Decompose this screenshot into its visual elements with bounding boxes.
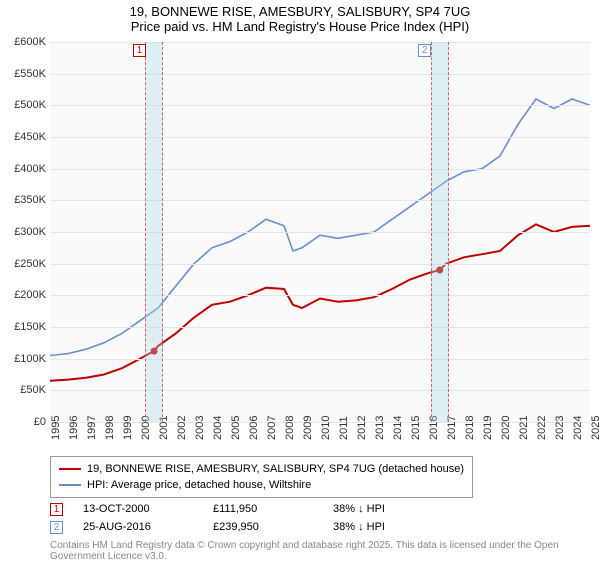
chart-subtitle: Price paid vs. HM Land Registry's House …: [0, 19, 600, 34]
y-gridline: [50, 42, 590, 43]
event-row: 2 25-AUG-2016 £239,950 38% ↓ HPI: [50, 518, 590, 536]
y-gridline: [50, 169, 590, 170]
y-axis-label: £100K: [0, 353, 46, 365]
y-axis-label: £550K: [0, 68, 46, 80]
x-axis-label: 2021: [518, 416, 530, 440]
x-axis-label: 2009: [302, 416, 314, 440]
y-gridline: [50, 359, 590, 360]
x-axis-label: 1997: [86, 416, 98, 440]
y-gridline: [50, 327, 590, 328]
y-gridline: [50, 390, 590, 391]
event-row: 1 13-OCT-2000 £111,950 38% ↓ HPI: [50, 500, 590, 518]
y-gridline: [50, 295, 590, 296]
legend-row-red: 19, BONNEWE RISE, AMESBURY, SALISBURY, S…: [59, 461, 464, 477]
x-axis-label: 2006: [248, 416, 260, 440]
x-axis-label: 2007: [266, 416, 278, 440]
y-gridline: [50, 137, 590, 138]
y-axis-label: £500K: [0, 99, 46, 111]
y-axis-label: £300K: [0, 226, 46, 238]
x-axis-label: 2025: [590, 416, 600, 440]
x-axis-label: 2003: [194, 416, 206, 440]
title-block: 19, BONNEWE RISE, AMESBURY, SALISBURY, S…: [0, 0, 600, 34]
event-date: 13-OCT-2000: [83, 500, 193, 518]
x-axis-label: 1996: [68, 416, 80, 440]
x-axis-label: 1995: [50, 416, 62, 440]
y-axis-label: £350K: [0, 194, 46, 206]
band-marker: 1: [133, 44, 146, 57]
x-axis-label: 2023: [554, 416, 566, 440]
x-axis-label: 2018: [464, 416, 476, 440]
event-price: £239,950: [213, 518, 313, 536]
x-axis-label: 1998: [104, 416, 116, 440]
event-number: 2: [50, 521, 63, 534]
x-axis-label: 2012: [356, 416, 368, 440]
y-gridline: [50, 74, 590, 75]
y-axis-label: £450K: [0, 131, 46, 143]
x-axis-label: 2022: [536, 416, 548, 440]
x-axis-label: 2010: [320, 416, 332, 440]
series-red: [50, 224, 590, 380]
x-axis-label: 2002: [176, 416, 188, 440]
y-axis-label: £250K: [0, 258, 46, 270]
event-delta: 38% ↓ HPI: [333, 500, 385, 518]
event-table: 1 13-OCT-2000 £111,950 38% ↓ HPI 2 25-AUG-201…: [50, 500, 590, 536]
chart-title: 19, BONNEWE RISE, AMESBURY, SALISBURY, S…: [0, 4, 600, 19]
y-axis-label: £50K: [0, 384, 46, 396]
y-gridline: [50, 232, 590, 233]
x-axis-label: 2011: [338, 416, 350, 440]
legend: 19, BONNEWE RISE, AMESBURY, SALISBURY, S…: [50, 456, 473, 498]
x-axis-label: 2024: [572, 416, 584, 440]
footnote: Contains HM Land Registry data © Crown c…: [50, 540, 590, 562]
highlight-band: [145, 42, 163, 422]
y-axis-label: £600K: [0, 36, 46, 48]
event-delta: 38% ↓ HPI: [333, 518, 385, 536]
y-axis-label: £150K: [0, 321, 46, 333]
event-number: 1: [50, 503, 63, 516]
chart-container: 19, BONNEWE RISE, AMESBURY, SALISBURY, S…: [0, 0, 600, 560]
legend-label-blue: HPI: Average price, detached house, Wilt…: [87, 477, 311, 493]
y-axis-label: £400K: [0, 163, 46, 175]
x-axis-label: 2020: [500, 416, 512, 440]
x-axis-label: 2005: [230, 416, 242, 440]
x-axis-label: 2019: [482, 416, 494, 440]
x-axis-label: 2015: [410, 416, 422, 440]
highlight-band: [431, 42, 449, 422]
x-axis-label: 2004: [212, 416, 224, 440]
chart-plot-area: £0£50K£100K£150K£200K£250K£300K£350K£400…: [50, 42, 590, 422]
y-gridline: [50, 200, 590, 201]
y-axis-label: £0: [0, 416, 46, 428]
y-axis-label: £200K: [0, 289, 46, 301]
y-gridline: [50, 105, 590, 106]
event-date: 25-AUG-2016: [83, 518, 193, 536]
x-axis-label: 2014: [392, 416, 404, 440]
legend-swatch-red: [59, 468, 81, 470]
band-marker: 2: [418, 44, 431, 57]
y-gridline: [50, 264, 590, 265]
event-price: £111,950: [213, 500, 313, 518]
legend-swatch-blue: [59, 484, 81, 486]
legend-row-blue: HPI: Average price, detached house, Wilt…: [59, 477, 464, 493]
x-axis-label: 2013: [374, 416, 386, 440]
x-axis-label: 2008: [284, 416, 296, 440]
x-axis-label: 1999: [122, 416, 134, 440]
legend-label-red: 19, BONNEWE RISE, AMESBURY, SALISBURY, S…: [87, 461, 464, 477]
